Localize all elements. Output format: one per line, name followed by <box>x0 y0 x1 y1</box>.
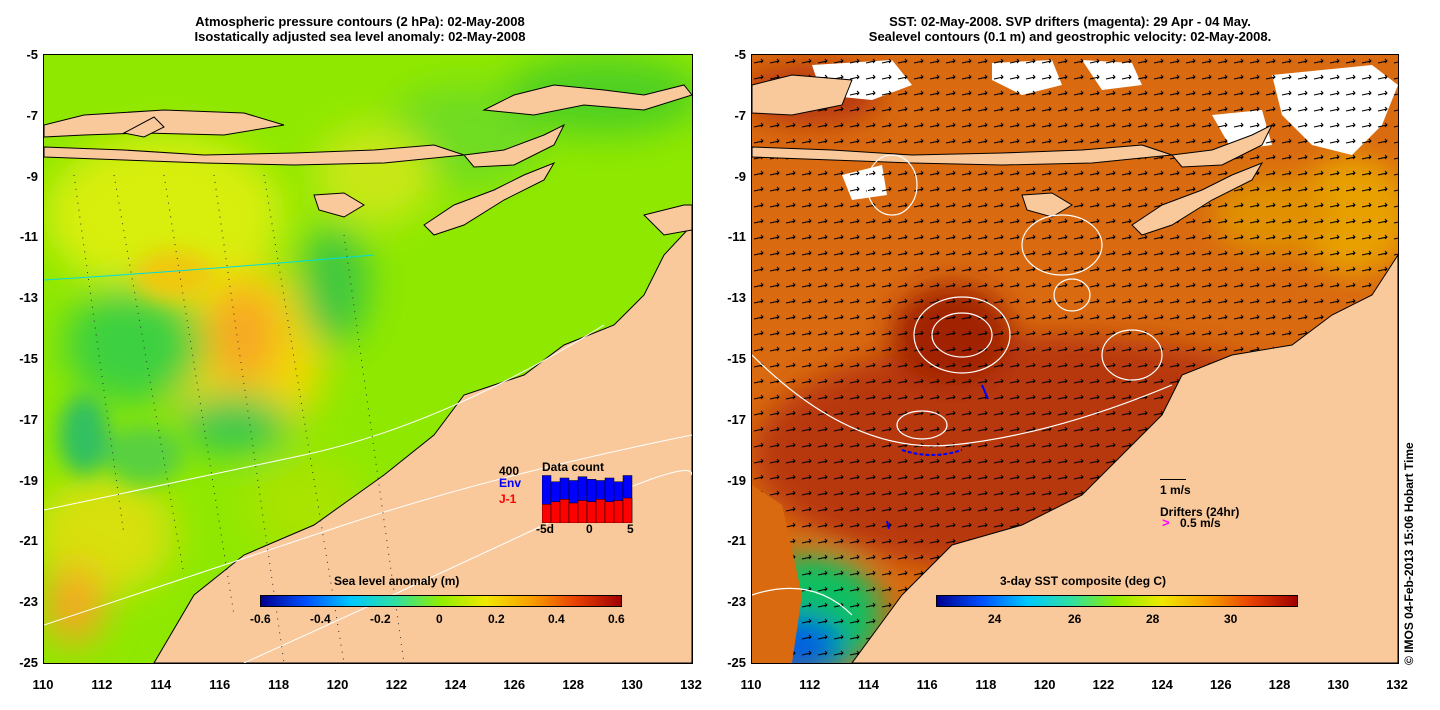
right-title: SST: 02-May-2008. SVP drifters (magenta)… <box>760 14 1380 44</box>
y-tick-label: -9 <box>734 168 746 184</box>
x-tick-label: 118 <box>268 677 290 692</box>
x-tick-label: 132 <box>680 677 702 692</box>
x-tick-label: 122 <box>385 677 408 692</box>
x-tick-label: 112 <box>91 677 113 692</box>
inset-bar-j1 <box>559 499 570 523</box>
x-tick-label: 128 <box>1268 677 1291 692</box>
y-tick-label: -7 <box>26 107 38 123</box>
sla-tick: -0.4 <box>310 612 331 626</box>
y-tick-label: -19 <box>19 472 38 488</box>
inset-bar-j1 <box>622 497 633 523</box>
sst-tick: 26 <box>1068 612 1082 626</box>
velocity-legend-arrow <box>1160 479 1186 480</box>
left-title-line1: Atmospheric pressure contours (2 hPa): 0… <box>195 14 525 29</box>
y-tick-label: -15 <box>19 351 38 366</box>
sst-tick: 24 <box>988 612 1002 626</box>
inset-series-env: Env <box>499 476 522 490</box>
sla-tick: 0.4 <box>548 612 565 626</box>
sst-map: 1 m/s Drifters (24hr) > 0.5 m/s 3-day SS… <box>751 54 1399 664</box>
inset-bar-j1 <box>613 500 624 523</box>
y-tick-label: -15 <box>727 351 746 366</box>
drifter-legend-speed: 0.5 m/s <box>1180 516 1221 530</box>
right-title-line2: Sealevel contours (0.1 m) and geostrophi… <box>868 29 1272 44</box>
inset-bar-j1 <box>586 501 597 523</box>
x-tick-label: 114 <box>150 677 172 692</box>
x-tick-label: 118 <box>975 677 997 692</box>
data-count-inset: Data count 400 Env J-1 -5d 0 5 <box>494 460 654 540</box>
y-tick-label: -25 <box>727 655 746 670</box>
right-title-line1: SST: 02-May-2008. SVP drifters (magenta)… <box>889 14 1251 29</box>
y-tick-label: -13 <box>19 290 38 306</box>
sla-tick: 0 <box>436 612 443 626</box>
velocity-legend-label: 1 m/s <box>1160 483 1191 497</box>
sst-colorbar-label: 3-day SST composite (deg C) <box>1000 574 1167 588</box>
x-tick-label: 124 <box>1151 677 1173 692</box>
sst-colorbar <box>936 595 1298 607</box>
left-title-line2: Isostatically adjusted sea level anomaly… <box>194 29 526 44</box>
inset-bar-j1 <box>604 501 615 523</box>
y-tick-label: -13 <box>727 290 746 306</box>
sst-tick: 30 <box>1224 612 1238 626</box>
x-tick-label: 132 <box>1386 677 1408 692</box>
x-tick-label: 130 <box>621 677 643 692</box>
sst-colorbar-ticks: 24 26 28 30 <box>936 612 1296 628</box>
inset-bar-j1 <box>542 504 552 523</box>
y-tick-label: -11 <box>727 229 746 245</box>
x-tick-label: 124 <box>444 677 467 692</box>
x-tick-label: 116 <box>916 677 938 692</box>
inset-bar-chart <box>542 475 633 523</box>
sea-level-anomaly-map: Data count 400 Env J-1 -5d 0 5 Sea level… <box>43 54 693 664</box>
inset-xtick-2: 5 <box>627 522 634 536</box>
y-tick-label: -23 <box>19 594 38 610</box>
inset-max-label: 400 <box>499 464 520 478</box>
sla-tick: -0.2 <box>370 612 391 626</box>
x-tick-label: 112 <box>799 677 821 692</box>
y-tick-label: -9 <box>26 168 38 184</box>
y-tick-label: -5 <box>26 47 38 62</box>
y-tick-label: -17 <box>727 411 746 427</box>
credit-text: © IMOS 04-Feb-2013 15:06 Hobart Time <box>1402 442 1416 665</box>
y-tick-label: -25 <box>19 655 38 670</box>
x-tick-label: 126 <box>503 677 526 692</box>
inset-title: Data count <box>542 460 605 474</box>
y-tick-label: -11 <box>19 229 38 245</box>
x-tick-label: 116 <box>209 677 231 692</box>
inset-bar-j1 <box>550 501 561 523</box>
y-tick-label: -17 <box>19 411 38 427</box>
y-tick-label: -7 <box>734 107 746 123</box>
inset-bar-j1 <box>595 499 606 523</box>
sla-tick: -0.6 <box>250 612 271 626</box>
x-tick-label: 128 <box>562 677 585 692</box>
inset-xtick-0: -5d <box>536 522 554 536</box>
sla-colorbar <box>260 595 622 607</box>
left-title: Atmospheric pressure contours (2 hPa): 0… <box>60 14 660 44</box>
sla-tick: 0.6 <box>608 612 625 626</box>
sla-tick: 0.2 <box>488 612 505 626</box>
drifter-legend-arrow-icon: > <box>1162 515 1170 530</box>
y-tick-label: -19 <box>727 472 746 488</box>
x-tick-label: 130 <box>1327 677 1350 692</box>
inset-xtick-1: 0 <box>586 522 593 536</box>
x-tick-label: 110 <box>32 677 54 692</box>
inset-bar-j1 <box>577 500 588 523</box>
x-tick-label: 120 <box>326 677 349 692</box>
y-tick-label: -5 <box>734 47 746 62</box>
x-tick-label: 114 <box>857 677 879 692</box>
y-tick-label: -21 <box>19 533 38 549</box>
inset-bar-j1 <box>568 502 579 523</box>
x-tick-label: 122 <box>1092 677 1115 692</box>
y-tick-label: -21 <box>727 533 746 549</box>
x-tick-label: 120 <box>1033 677 1056 692</box>
sst-tick: 28 <box>1146 612 1160 626</box>
drifter-legend-label: Drifters (24hr) <box>1160 505 1240 519</box>
x-tick-label: 110 <box>740 677 762 692</box>
y-tick-label: -23 <box>727 594 746 610</box>
x-tick-label: 126 <box>1209 677 1232 692</box>
inset-series-j1: J-1 <box>499 492 517 506</box>
sla-colorbar-ticks: -0.6 -0.4 -0.2 0 0.2 0.4 0.6 <box>250 612 630 628</box>
sla-colorbar-label: Sea level anomaly (m) <box>334 574 460 588</box>
